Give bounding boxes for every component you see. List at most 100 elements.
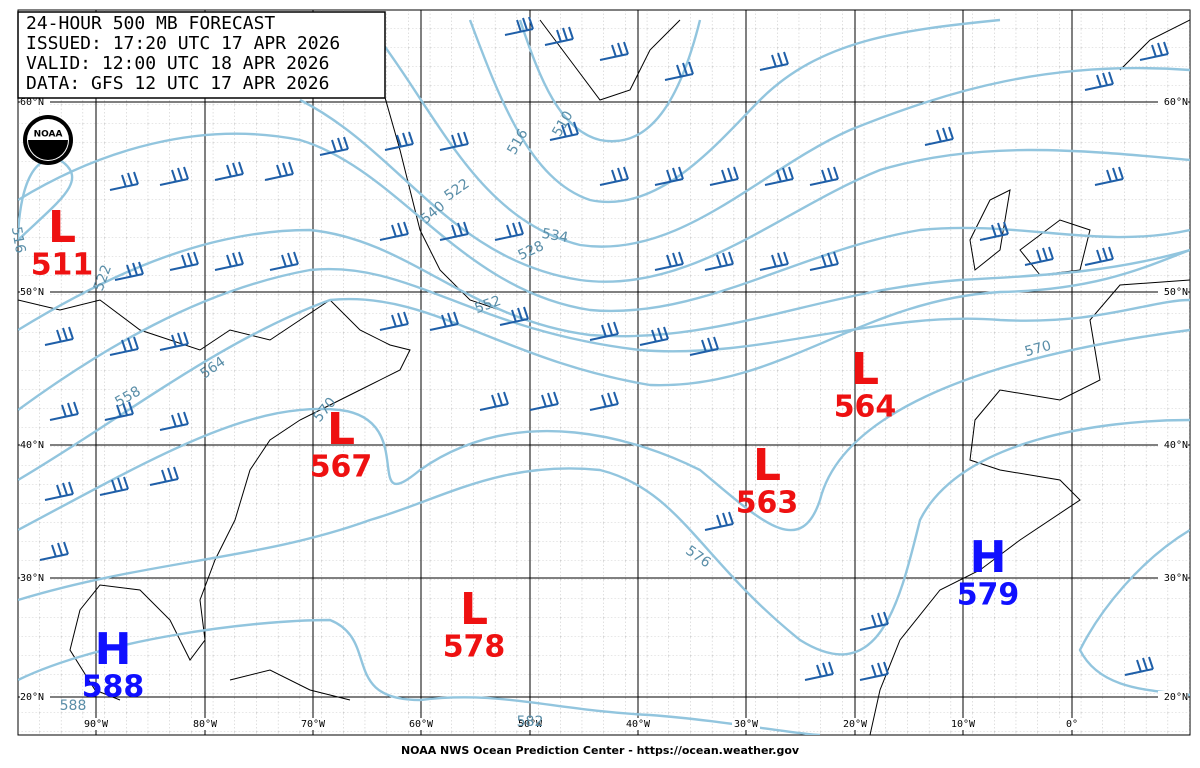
lon-label-bg	[1058, 718, 1086, 730]
lon-label: 50°W	[518, 719, 543, 730]
wind-barb	[214, 161, 244, 181]
lon-label-bg	[407, 718, 435, 730]
wind-barb	[979, 221, 1009, 241]
wind-barb	[114, 261, 144, 281]
center-symbol: L	[48, 202, 76, 253]
wind-barb	[104, 401, 134, 421]
header-line: 24-HOUR 500 MB FORECAST	[26, 13, 275, 34]
header-line: VALID: 12:00 UTC 18 APR 2026	[26, 53, 329, 74]
lat-label-bg	[1158, 96, 1188, 108]
wind-barb	[1094, 166, 1124, 186]
contour-label: 516	[8, 225, 28, 254]
lat-label: 30°N	[1164, 573, 1188, 584]
wind-barbs	[39, 16, 1169, 681]
lat-label: 20°N	[1164, 692, 1188, 703]
center-value: 578	[443, 630, 506, 665]
wind-barb	[499, 306, 529, 326]
lon-label-bg	[624, 718, 652, 730]
wind-barb	[759, 251, 789, 271]
center-symbol: L	[753, 440, 781, 491]
wind-barb	[859, 661, 889, 681]
contour-label: 534	[540, 226, 569, 246]
lat-label-bg	[20, 691, 50, 703]
minor-grid	[18, 10, 1190, 735]
wind-barb	[494, 221, 524, 241]
wind-barb	[764, 166, 794, 186]
lon-label: 60°W	[409, 719, 434, 730]
wind-barb	[639, 326, 669, 346]
wind-barb	[319, 136, 349, 156]
wind-barb	[439, 221, 469, 241]
lat-label: 50°N	[20, 287, 44, 298]
wind-barb	[99, 476, 129, 496]
lat-label-bg	[20, 572, 50, 584]
lon-label: 40°W	[626, 719, 651, 730]
center-value: 579	[957, 578, 1020, 613]
wind-barb	[664, 61, 694, 81]
wind-barb	[1024, 246, 1054, 266]
lon-label: 10°W	[951, 719, 976, 730]
wind-barb	[159, 411, 189, 431]
wind-barb	[704, 251, 734, 271]
wind-barb	[704, 511, 734, 531]
wind-barb	[709, 166, 739, 186]
lat-label-bg	[20, 96, 50, 108]
height-contours	[18, 18, 1190, 735]
wind-barb	[159, 166, 189, 186]
wind-barb	[39, 541, 69, 561]
contour-label: 582	[517, 714, 544, 730]
center-value: 588	[82, 670, 145, 705]
wind-barb	[169, 251, 199, 271]
lat-label-bg	[20, 439, 50, 451]
lat-label-bg	[1158, 572, 1188, 584]
wind-barb	[269, 251, 299, 271]
wind-barb	[109, 336, 139, 356]
lat-label-bg	[20, 286, 50, 298]
wind-barb	[804, 661, 834, 681]
lon-label-bg	[299, 718, 327, 730]
wind-barb	[109, 171, 139, 191]
center-symbol: H	[95, 624, 132, 675]
center-value: 563	[736, 486, 799, 521]
header-box	[17, 11, 386, 99]
wind-barb	[504, 16, 534, 36]
lon-label-bg	[732, 718, 760, 730]
wind-barb	[1084, 71, 1114, 91]
contour-label: 570	[1023, 338, 1053, 360]
wind-barb	[44, 326, 74, 346]
lon-label: 70°W	[301, 719, 326, 730]
wind-barb	[689, 336, 719, 356]
wind-barb	[589, 391, 619, 411]
wind-barb	[149, 466, 179, 486]
lat-label-bg	[1158, 691, 1188, 703]
lat-label: 60°N	[1164, 97, 1188, 108]
lon-label: 30°W	[734, 719, 759, 730]
wind-barb	[49, 401, 79, 421]
wind-barb	[599, 166, 629, 186]
lon-label-bg	[191, 718, 219, 730]
contour-label: 588	[60, 698, 87, 714]
lat-label-bg	[1158, 439, 1188, 451]
lat-label: 60°N	[20, 97, 44, 108]
center-symbol: L	[327, 404, 355, 455]
coordinate-labels: 60°N 60°N 50°N 50°N 40°N 40°N 30°N 30°N 20°N 20°N…	[20, 96, 1188, 730]
wind-barb	[379, 311, 409, 331]
wind-barb	[429, 311, 459, 331]
wind-barb	[654, 251, 684, 271]
wind-barb	[654, 166, 684, 186]
center-value: 567	[310, 450, 373, 485]
lon-label: 80°W	[193, 719, 218, 730]
lat-label: 50°N	[1164, 287, 1188, 298]
header-line: DATA: GFS 12 UTC 17 APR 2026	[26, 73, 329, 94]
lat-label: 40°N	[20, 440, 44, 451]
logo-text: NOAA	[34, 130, 63, 140]
lon-label-bg	[516, 718, 544, 730]
wind-barb	[214, 251, 244, 271]
wind-barb	[479, 391, 509, 411]
lon-label: 90°W	[84, 719, 109, 730]
lat-label: 30°N	[20, 573, 44, 584]
